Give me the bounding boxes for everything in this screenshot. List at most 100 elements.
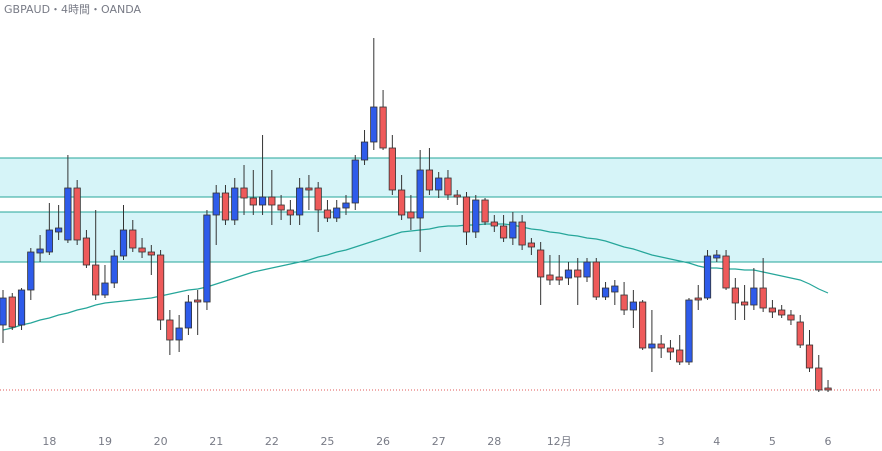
candle-body <box>314 187 322 211</box>
candle-body <box>379 106 387 149</box>
zones <box>0 157 882 263</box>
candle-body <box>17 289 26 326</box>
candle-body <box>648 343 656 349</box>
candle-body <box>73 187 81 241</box>
candle-body <box>611 285 619 293</box>
candle-body <box>620 294 628 311</box>
plot <box>0 38 882 392</box>
candle-body <box>342 202 350 209</box>
candle-body <box>676 349 684 363</box>
candle-body <box>601 287 610 298</box>
x-tick-label: 22 <box>265 435 279 448</box>
candle-body <box>778 309 786 316</box>
candle-body <box>147 251 155 256</box>
candle-body <box>694 297 702 301</box>
candle-body <box>537 249 545 278</box>
candle-body <box>722 255 730 289</box>
candle-body <box>518 221 526 246</box>
zone <box>0 212 882 262</box>
candle-body <box>119 229 128 257</box>
x-tick-label: 4 <box>713 435 720 448</box>
candle-body <box>583 261 591 278</box>
x-tick-label: 18 <box>42 435 56 448</box>
x-tick-label: 25 <box>320 435 334 448</box>
candle-body <box>499 225 508 239</box>
candle-body <box>731 287 739 304</box>
candle-body <box>592 261 600 298</box>
candle-body <box>129 229 137 249</box>
x-tick-label: 21 <box>209 435 223 448</box>
candle-body <box>398 189 406 216</box>
x-tick-label: 5 <box>769 435 776 448</box>
candle-body <box>212 192 220 216</box>
candle-body <box>629 301 637 311</box>
candle-body <box>36 248 44 254</box>
candle-body <box>286 209 294 216</box>
candle-body <box>64 187 72 241</box>
candle-body <box>8 296 16 328</box>
candle-body <box>360 141 369 161</box>
x-tick-label: 3 <box>658 435 665 448</box>
candle-body <box>435 177 443 191</box>
chart-title: GBPAUD・4時間・OANDA <box>4 3 142 16</box>
candle-body <box>45 229 53 253</box>
candle-body <box>370 106 378 143</box>
x-tick-label: 27 <box>432 435 446 448</box>
candle-body <box>509 221 517 239</box>
candle-body <box>249 197 257 206</box>
candle-body <box>194 299 202 303</box>
candle-body <box>305 187 313 191</box>
x-tick-label: 6 <box>825 435 832 448</box>
candle-body <box>472 199 480 233</box>
candle-body <box>92 264 100 296</box>
candle-body <box>741 301 749 306</box>
candle-body <box>388 147 396 191</box>
candle-body <box>555 276 563 281</box>
candle-body <box>258 196 267 206</box>
candle-body <box>666 347 675 353</box>
candle-body <box>546 274 554 281</box>
candle-body <box>759 287 767 309</box>
candle-body <box>110 255 118 284</box>
candle-body <box>0 297 7 326</box>
candle-body <box>824 387 832 391</box>
candle-body <box>156 254 165 321</box>
candle-body <box>268 196 276 206</box>
candle-body <box>277 204 285 211</box>
candle-body <box>481 199 489 223</box>
x-tick-label: 28 <box>487 435 501 448</box>
moving-average <box>2 223 829 331</box>
candle-body <box>703 255 712 299</box>
zone <box>0 158 882 197</box>
candle-body <box>750 287 758 306</box>
x-tick-label: 12月 <box>547 435 572 448</box>
candle-body <box>101 282 109 296</box>
candle-body <box>713 254 721 259</box>
candle-body <box>768 307 777 313</box>
candle-body <box>296 187 304 216</box>
candle-body <box>574 269 582 278</box>
candle-body <box>787 314 795 321</box>
candle-body <box>138 247 146 253</box>
candle-body <box>166 319 174 341</box>
candle-body <box>82 237 91 266</box>
candle-body <box>333 207 341 219</box>
candle-body <box>184 301 192 329</box>
candle-body <box>805 344 814 369</box>
candle-body <box>796 321 804 346</box>
candle-body <box>27 251 35 291</box>
x-tick-label: 20 <box>154 435 168 448</box>
candle-body <box>351 159 359 204</box>
candle-body <box>240 187 248 199</box>
candle-body <box>407 211 415 219</box>
candle-body <box>231 187 239 221</box>
candle-body <box>416 169 424 219</box>
candle-body <box>55 227 63 233</box>
candle-body <box>444 177 452 196</box>
candle-body <box>685 299 693 363</box>
candle-body <box>564 269 573 279</box>
candle-body <box>203 214 211 303</box>
candle-body <box>815 367 823 391</box>
candle-body <box>657 343 665 349</box>
